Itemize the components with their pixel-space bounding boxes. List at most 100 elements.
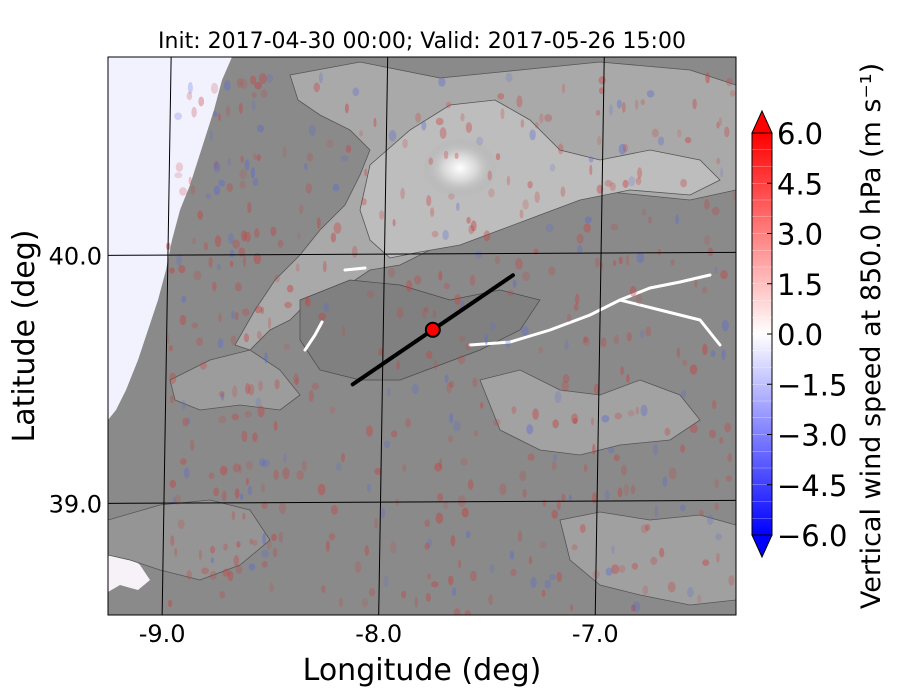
wind-speckle [295, 377, 299, 386]
wind-speckle [699, 509, 704, 517]
wind-speckle [572, 417, 578, 425]
wind-speckle [238, 464, 242, 474]
wind-speckle [495, 153, 501, 161]
wind-speckle [326, 139, 334, 148]
wind-speckle [729, 90, 736, 97]
wind-speckle [709, 429, 716, 439]
wind-speckle [190, 184, 196, 195]
wind-speckle [383, 575, 389, 588]
wind-speckle [305, 296, 309, 304]
wind-speckle [262, 533, 267, 545]
colorbar: 6.0 4.5 3.0 1.5 0.0 −1.5 −3.0 −4.5 −6.0 Vertical… [751, 63, 887, 609]
wind-speckle [469, 274, 476, 287]
wind-speckle [454, 152, 459, 159]
wind-speckle [544, 579, 551, 589]
wind-speckle [254, 227, 260, 239]
wind-speckle [432, 310, 437, 319]
wind-speckle [488, 594, 494, 606]
wind-speckle [630, 484, 636, 495]
wind-speckle [598, 76, 606, 85]
wind-speckle [234, 488, 240, 499]
wind-speckle [608, 104, 614, 116]
wind-speckle [386, 387, 392, 397]
colorbar-tick-label: −3.0 [777, 419, 847, 453]
wind-speckle [442, 229, 449, 241]
y-axis-label: Latitude (deg) [7, 230, 42, 443]
wind-speckle [710, 350, 716, 358]
wind-speckle [366, 425, 373, 437]
wind-speckle [575, 293, 580, 305]
wind-speckle [680, 178, 687, 188]
y-tick-labels: 39.0 40.0 [49, 242, 102, 518]
axes-frame [107, 56, 737, 616]
wind-speckle [519, 470, 527, 482]
wind-speckle [319, 72, 323, 84]
map-panel [108, 57, 736, 615]
summit-peak [422, 138, 498, 198]
wind-speckle [452, 587, 457, 596]
wind-speckle [450, 535, 456, 547]
wind-speckle [594, 257, 600, 268]
wind-speckle [364, 168, 368, 177]
wind-speckle [232, 463, 241, 473]
wind-speckle [551, 509, 558, 519]
wind-speckle [434, 359, 438, 371]
wind-speckle [487, 170, 492, 181]
wind-speckle [511, 406, 517, 415]
wind-speckle [534, 191, 540, 203]
wind-speckle [443, 500, 449, 510]
wind-speckle [424, 542, 430, 550]
wind-speckle [626, 332, 632, 342]
wind-speckle [378, 348, 383, 356]
x-tick-label: -7.0 [572, 620, 619, 648]
wind-speckle [439, 127, 447, 139]
wind-speckle [659, 547, 665, 558]
wind-speckle [714, 479, 719, 488]
meridian-line [378, 57, 389, 615]
wind-speckle [166, 334, 170, 344]
colorbar-tick-label: 3.0 [777, 218, 823, 252]
wind-speckle [192, 237, 197, 245]
colorbar-tick-label: −1.5 [777, 368, 847, 402]
wind-speckle [212, 110, 218, 117]
wind-speckle [174, 112, 183, 120]
wind-speckle [214, 160, 219, 169]
wind-speckle [434, 462, 443, 472]
wind-speckle [680, 444, 686, 453]
river-east [468, 273, 712, 347]
wind-speckle [251, 100, 256, 111]
wind-speckle [193, 270, 202, 281]
wind-speckle [284, 301, 292, 309]
wind-speckle [430, 207, 435, 217]
wind-speckle [714, 502, 719, 511]
wind-speckle [711, 400, 717, 410]
wind-speckle [724, 422, 732, 433]
wind-speckle [549, 163, 556, 172]
wind-speckle [274, 274, 280, 283]
wind-speckle [539, 113, 544, 124]
wind-speckle [465, 343, 471, 351]
wind-speckle [472, 377, 478, 388]
wind-speckle [351, 245, 358, 258]
wind-speckle [719, 437, 724, 444]
wind-speckle [181, 295, 187, 303]
wind-speckle [621, 101, 626, 113]
wind-speckle [286, 284, 294, 293]
wind-speckle [260, 483, 265, 493]
wind-speckle [228, 232, 234, 245]
wind-speckle [622, 179, 629, 188]
wind-speckle [635, 293, 643, 305]
wind-speckle [542, 499, 547, 507]
wind-speckle [306, 152, 313, 162]
wind-speckle [522, 199, 529, 210]
wind-speckle [242, 255, 247, 268]
wind-speckle [626, 254, 629, 267]
wind-speckle [257, 405, 265, 418]
wind-speckle [473, 430, 479, 437]
wind-speckle [329, 406, 336, 415]
valley-lowland [299, 279, 541, 381]
wind-speckle [456, 202, 460, 211]
wind-speckle [238, 247, 246, 257]
wind-speckle [244, 410, 252, 418]
wind-speckle [402, 464, 407, 473]
